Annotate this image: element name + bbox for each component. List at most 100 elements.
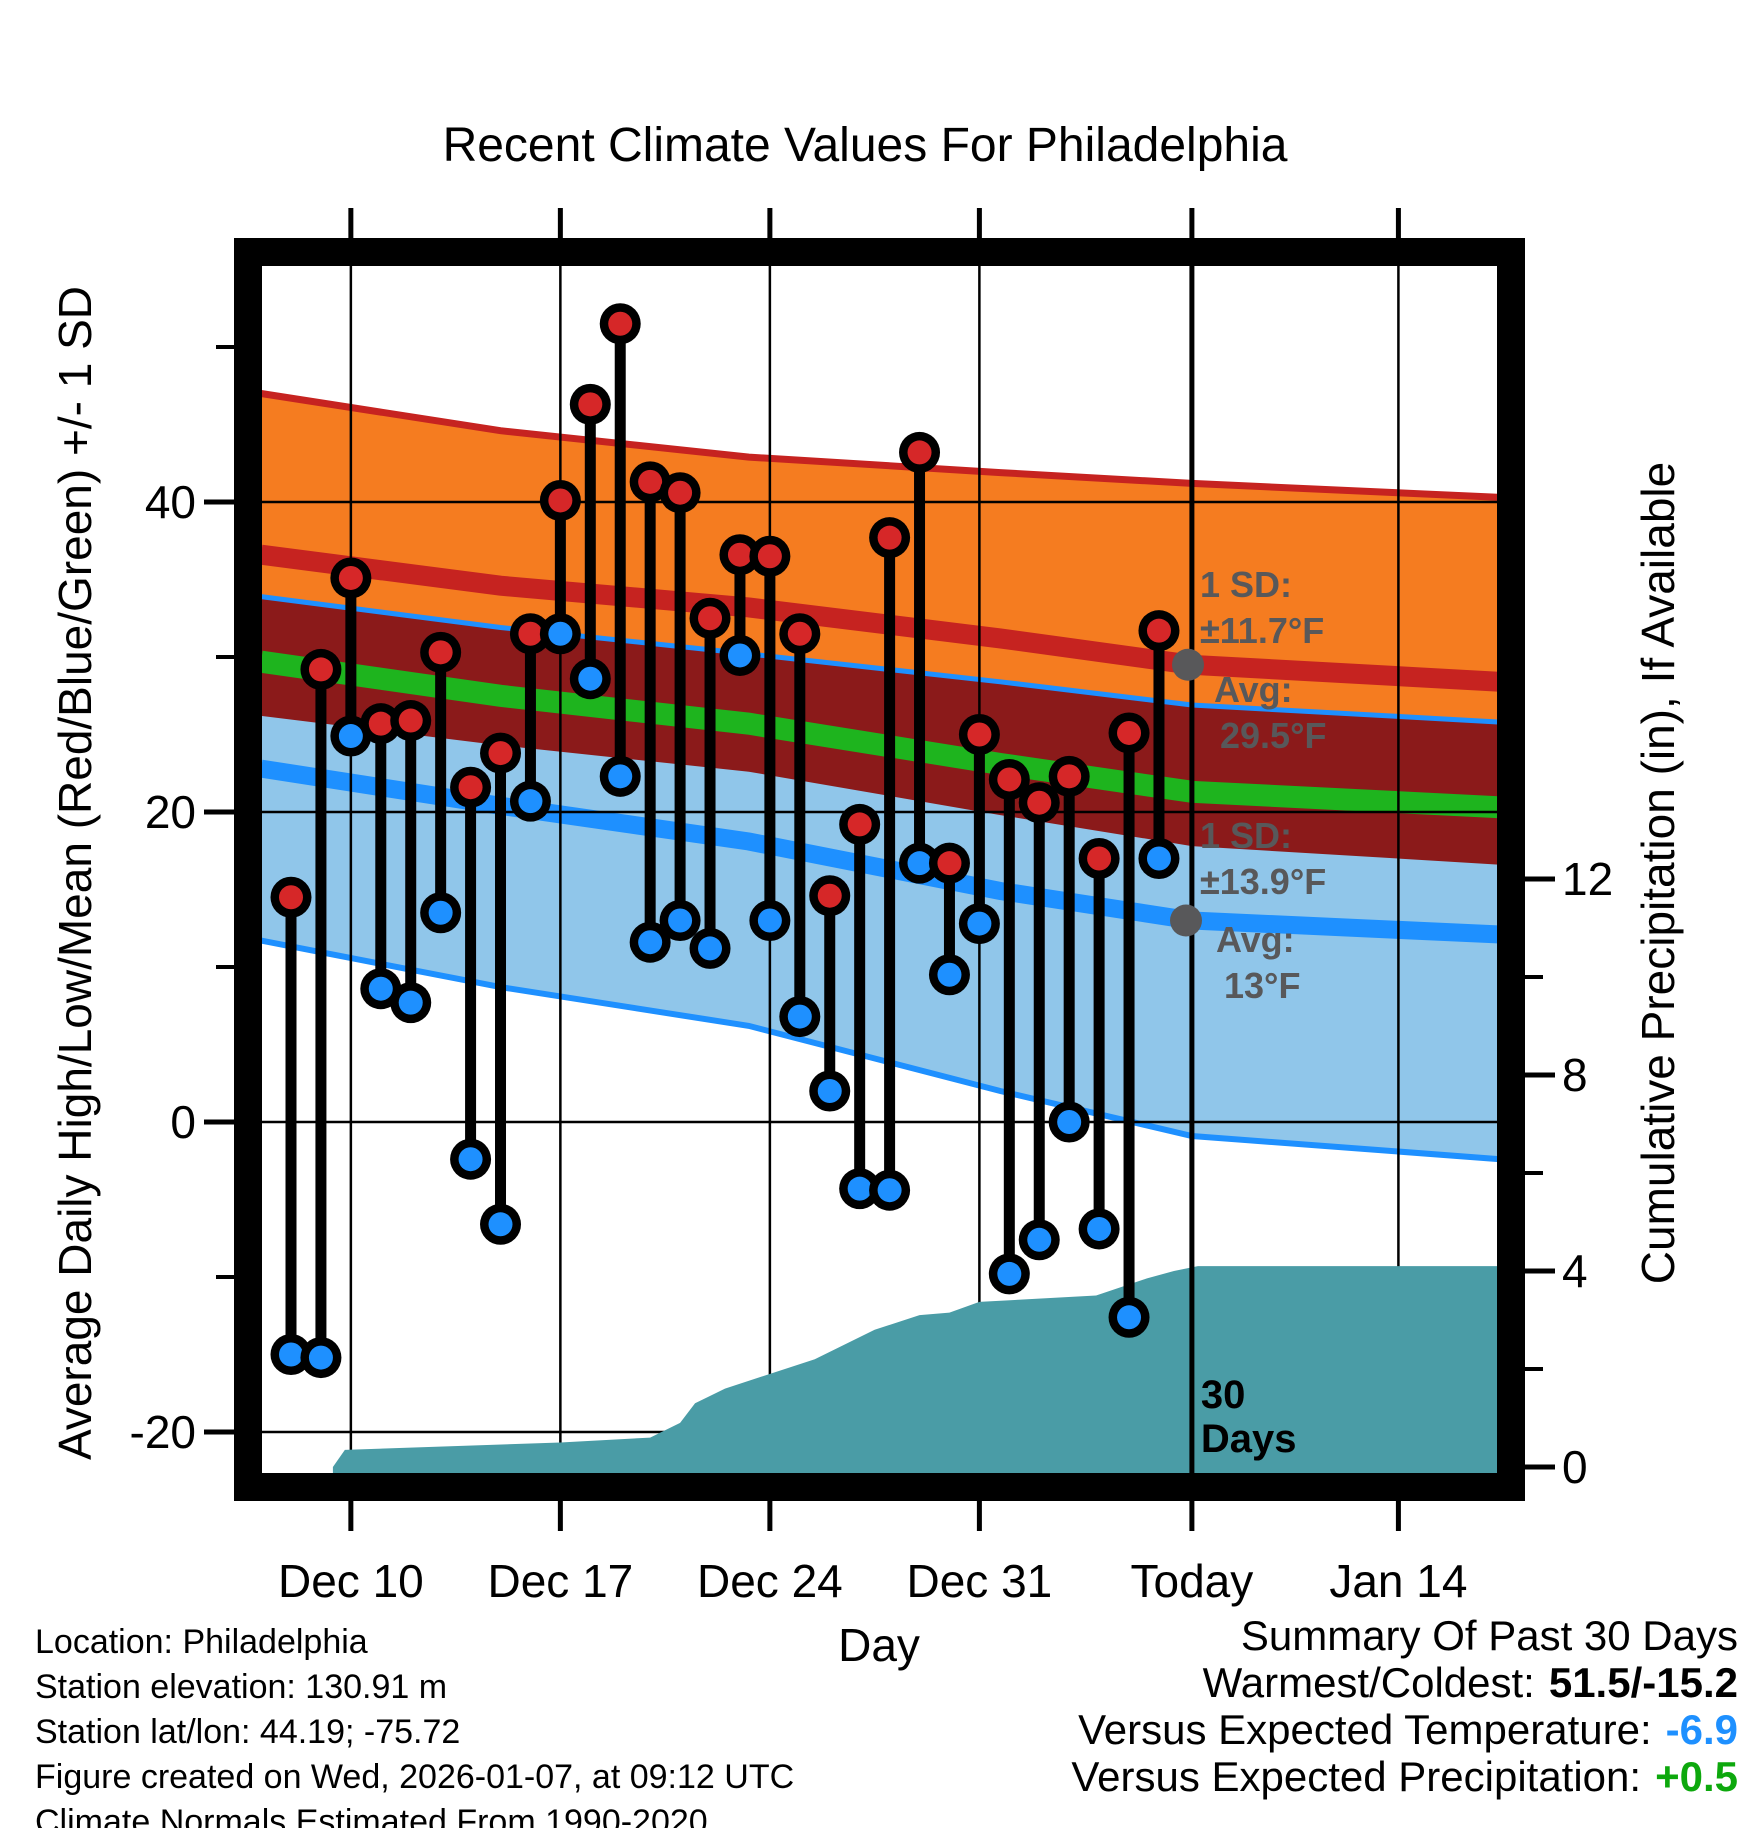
- low-dot: [698, 936, 723, 961]
- high-sd-label: 1 SD:: [1200, 564, 1292, 605]
- low-dot: [428, 900, 453, 925]
- high-dot: [368, 711, 393, 736]
- high-dot: [698, 606, 723, 631]
- high-dot: [518, 621, 543, 646]
- low-avg-marker: [1170, 904, 1202, 937]
- low-dot: [518, 789, 543, 814]
- high-avg-value: 29.5°F: [1220, 715, 1326, 756]
- warmest-coldest-value: 51.5/-15.2: [1548, 1659, 1738, 1706]
- low-minus-sd-line: [260, 937, 1501, 1163]
- chart-title: Recent Climate Values For Philadelphia: [442, 119, 1288, 172]
- high-dot: [398, 708, 423, 733]
- low-dot: [308, 1345, 333, 1370]
- low-dot: [937, 962, 962, 987]
- high-plus-sd-line: [260, 390, 1501, 501]
- low-dot: [1027, 1227, 1052, 1252]
- precip-area: [332, 1266, 1498, 1473]
- daily-high-low-stems: [270, 303, 1180, 1379]
- station-location: Location: Philadelphia: [35, 1623, 368, 1661]
- high-dot: [338, 565, 363, 590]
- x-tick-label: Jan 14: [1329, 1555, 1467, 1607]
- left-tick-label: 20: [145, 786, 196, 838]
- high-dot: [937, 851, 962, 876]
- cumulative-precip-area: [332, 1266, 1498, 1473]
- axis-tick-labels: Dec 10 Dec 17 Dec 24 Dec 31 Today Jan 1440200…: [130, 476, 1614, 1607]
- low-dot: [368, 976, 393, 1001]
- high-sd-value: ±11.7°F: [1200, 610, 1324, 651]
- plot-border: [234, 238, 1525, 1501]
- high-dot: [907, 440, 932, 465]
- low-dot: [847, 1176, 872, 1201]
- x-tick-label: Dec 31: [907, 1555, 1053, 1607]
- overall-mean-line: [259, 650, 1501, 819]
- high-dot: [787, 621, 812, 646]
- summary-title: Summary Of Past 30 Days: [1240, 1612, 1738, 1659]
- low-dot: [548, 621, 573, 646]
- axis-ticks: [204, 208, 1555, 1531]
- low-dot: [578, 666, 603, 691]
- low-dot: [787, 1004, 812, 1029]
- high-dot: [757, 544, 782, 569]
- right-tick-label: 0: [1562, 1441, 1588, 1493]
- low-sd-value: ±13.9°F: [1200, 861, 1326, 902]
- high-dot: [458, 775, 483, 800]
- low-dot: [338, 724, 363, 749]
- left-tick-label: -20: [130, 1406, 196, 1458]
- avg-sd-annotations: 1 SD: ±11.7°F Avg: 29.5°F 1 SD: ±13.9°F Avg: 13…: [1170, 564, 1326, 1006]
- high-dot: [1057, 764, 1082, 789]
- low-dot: [488, 1212, 513, 1237]
- high-dot: [997, 767, 1022, 792]
- right-axis-title: Cumulative Precipitation (in), If Availa…: [1632, 461, 1684, 1285]
- low-dot: [279, 1342, 303, 1367]
- low-dot: [907, 851, 932, 876]
- high-dot: [548, 488, 573, 513]
- high-avg-marker: [1172, 648, 1204, 681]
- plot-frame: [234, 238, 1525, 1501]
- high-dot: [817, 883, 842, 908]
- low-dot: [1117, 1305, 1142, 1330]
- window-days-label-1: 30: [1201, 1373, 1246, 1417]
- low-dot: [997, 1261, 1022, 1286]
- window-days-label-2: Days: [1201, 1417, 1297, 1461]
- x-axis-title: Day: [838, 1619, 920, 1671]
- vs-expected-precip-value: +0.5: [1655, 1753, 1738, 1800]
- summary-warmest-coldest: Warmest/Coldest: 51.5/-15.2: [1202, 1659, 1738, 1706]
- low-avg-value: 13°F: [1224, 965, 1300, 1006]
- low-dot: [757, 908, 782, 933]
- summary-vs-temp: Versus Expected Temperature: -6.9: [1078, 1706, 1738, 1753]
- low-dot: [398, 990, 423, 1015]
- high-dot: [668, 480, 693, 505]
- high-dot: [638, 469, 663, 494]
- left-tick-label: 40: [145, 476, 196, 528]
- high-dot: [877, 525, 902, 550]
- high-dot: [608, 311, 633, 336]
- station-elevation: Station elevation: 130.91 m: [35, 1668, 448, 1706]
- high-dot: [1087, 846, 1112, 871]
- right-tick-label: 12: [1562, 853, 1613, 905]
- x-tick-label: Dec 17: [487, 1555, 633, 1607]
- high-dot: [1117, 720, 1142, 745]
- high-dot: [967, 722, 992, 747]
- low-dot: [638, 930, 663, 955]
- figure-created: Figure created on Wed, 2026-01-07, at 09…: [35, 1758, 795, 1796]
- climate-normal-bands: [259, 390, 1501, 1163]
- high-dot: [578, 392, 603, 417]
- right-tick-label: 4: [1562, 1245, 1588, 1297]
- low-dot: [1057, 1110, 1082, 1134]
- low-dot: [668, 908, 693, 933]
- station-latlon: Station lat/lon: 44.19; -75.72: [35, 1713, 461, 1751]
- x-tick-label: Today: [1131, 1555, 1254, 1607]
- low-dot: [877, 1178, 902, 1203]
- low-avg-label: Avg:: [1216, 919, 1295, 960]
- low-dot: [1087, 1216, 1112, 1241]
- station-info: Location: Philadelphia Station elevation…: [35, 1620, 794, 1828]
- summary-vs-precip: Versus Expected Precipitation: +0.5: [1071, 1753, 1738, 1800]
- low-plus-sd-line: [260, 594, 1501, 725]
- x-tick-label: Dec 24: [697, 1555, 843, 1607]
- high-dot: [279, 885, 303, 910]
- vs-expected-temp-value: -6.9: [1665, 1706, 1738, 1753]
- high-dot: [1027, 790, 1052, 815]
